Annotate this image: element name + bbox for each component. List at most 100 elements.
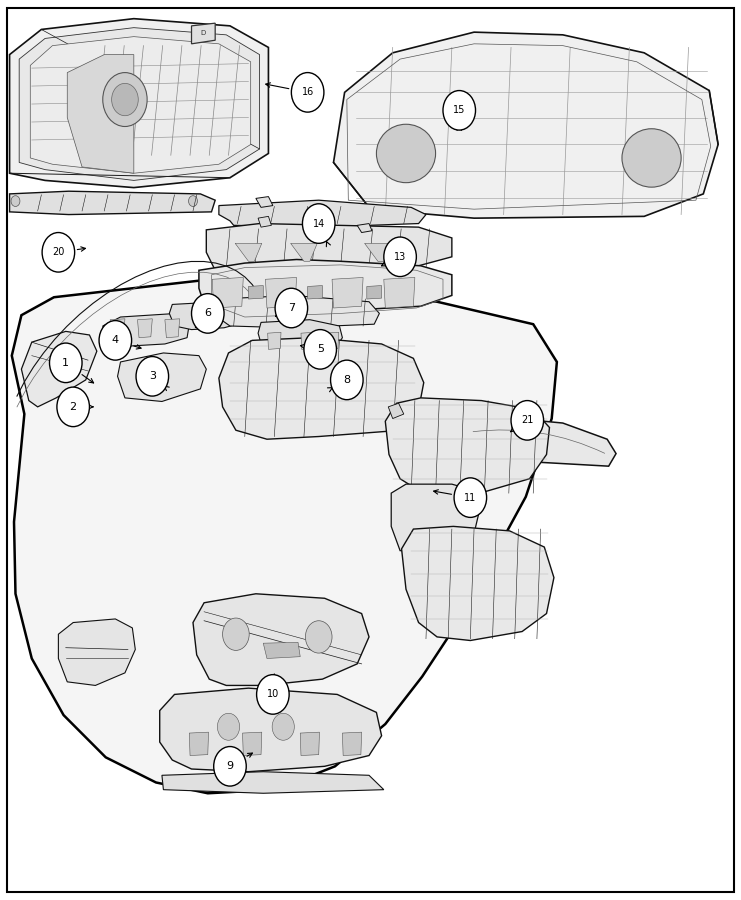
Circle shape [112,84,139,116]
Polygon shape [219,338,424,439]
Polygon shape [256,196,273,207]
Circle shape [443,91,476,130]
Text: 2: 2 [70,402,77,412]
Circle shape [57,387,90,427]
Polygon shape [263,643,300,659]
Polygon shape [325,332,339,349]
Circle shape [330,360,363,400]
Polygon shape [402,526,554,641]
Polygon shape [212,277,243,308]
Circle shape [147,371,159,385]
Polygon shape [258,216,271,227]
Polygon shape [193,594,369,686]
Circle shape [272,714,294,741]
Polygon shape [206,223,452,272]
Polygon shape [235,243,262,261]
Circle shape [384,237,416,276]
Text: D: D [201,30,206,36]
Polygon shape [21,331,97,407]
Text: 14: 14 [313,219,325,229]
Text: 13: 13 [394,252,406,262]
Circle shape [511,400,544,440]
Polygon shape [393,259,407,270]
Text: 5: 5 [316,345,324,355]
Polygon shape [342,733,362,755]
Text: 11: 11 [464,492,476,502]
Polygon shape [138,319,153,338]
Circle shape [256,675,289,715]
Circle shape [275,288,308,328]
Polygon shape [59,619,136,686]
Polygon shape [165,319,179,338]
Polygon shape [10,19,268,187]
Polygon shape [268,332,281,349]
Polygon shape [219,200,426,227]
Polygon shape [248,285,263,299]
Polygon shape [12,274,557,793]
Polygon shape [332,277,363,308]
Polygon shape [189,733,208,755]
Circle shape [11,195,20,206]
Polygon shape [110,319,125,338]
Text: 16: 16 [302,87,313,97]
Polygon shape [388,403,404,418]
Circle shape [222,618,249,651]
Circle shape [191,293,224,333]
Text: 10: 10 [267,689,279,699]
Circle shape [304,329,336,369]
Polygon shape [317,362,356,387]
Ellipse shape [376,124,436,183]
Polygon shape [465,414,616,466]
Text: 15: 15 [453,105,465,115]
Polygon shape [19,28,259,180]
Circle shape [291,73,324,112]
Circle shape [103,73,147,127]
Polygon shape [290,243,317,261]
Polygon shape [333,32,718,218]
Text: 1: 1 [62,358,69,368]
Polygon shape [216,295,379,328]
Circle shape [305,621,332,653]
Polygon shape [258,320,342,356]
Circle shape [302,203,335,243]
Polygon shape [118,353,206,401]
Polygon shape [367,285,382,299]
Polygon shape [67,55,134,173]
Text: 20: 20 [52,248,64,257]
Circle shape [217,714,239,741]
Polygon shape [300,733,319,755]
Circle shape [213,746,246,786]
Polygon shape [242,733,262,755]
Ellipse shape [622,129,681,187]
Text: 7: 7 [288,303,295,313]
Polygon shape [160,688,382,771]
Polygon shape [357,223,372,232]
Polygon shape [265,277,296,308]
Text: 4: 4 [112,336,119,346]
Polygon shape [391,484,480,554]
Text: 9: 9 [227,761,233,771]
Circle shape [188,195,197,206]
Text: 6: 6 [205,309,211,319]
Polygon shape [199,259,452,313]
Circle shape [50,343,82,382]
Circle shape [42,232,75,272]
Circle shape [454,478,487,518]
Polygon shape [162,771,384,793]
Polygon shape [308,285,322,299]
Polygon shape [333,380,369,403]
Polygon shape [191,23,215,44]
Polygon shape [385,398,550,495]
Circle shape [139,362,166,394]
Polygon shape [301,332,314,349]
Polygon shape [103,313,189,346]
Text: 21: 21 [521,415,534,426]
Polygon shape [365,243,391,261]
Text: 3: 3 [149,372,156,382]
Polygon shape [30,37,250,173]
Polygon shape [170,301,256,329]
Polygon shape [384,277,415,308]
Polygon shape [10,191,215,214]
Circle shape [136,356,169,396]
Text: 8: 8 [343,375,350,385]
